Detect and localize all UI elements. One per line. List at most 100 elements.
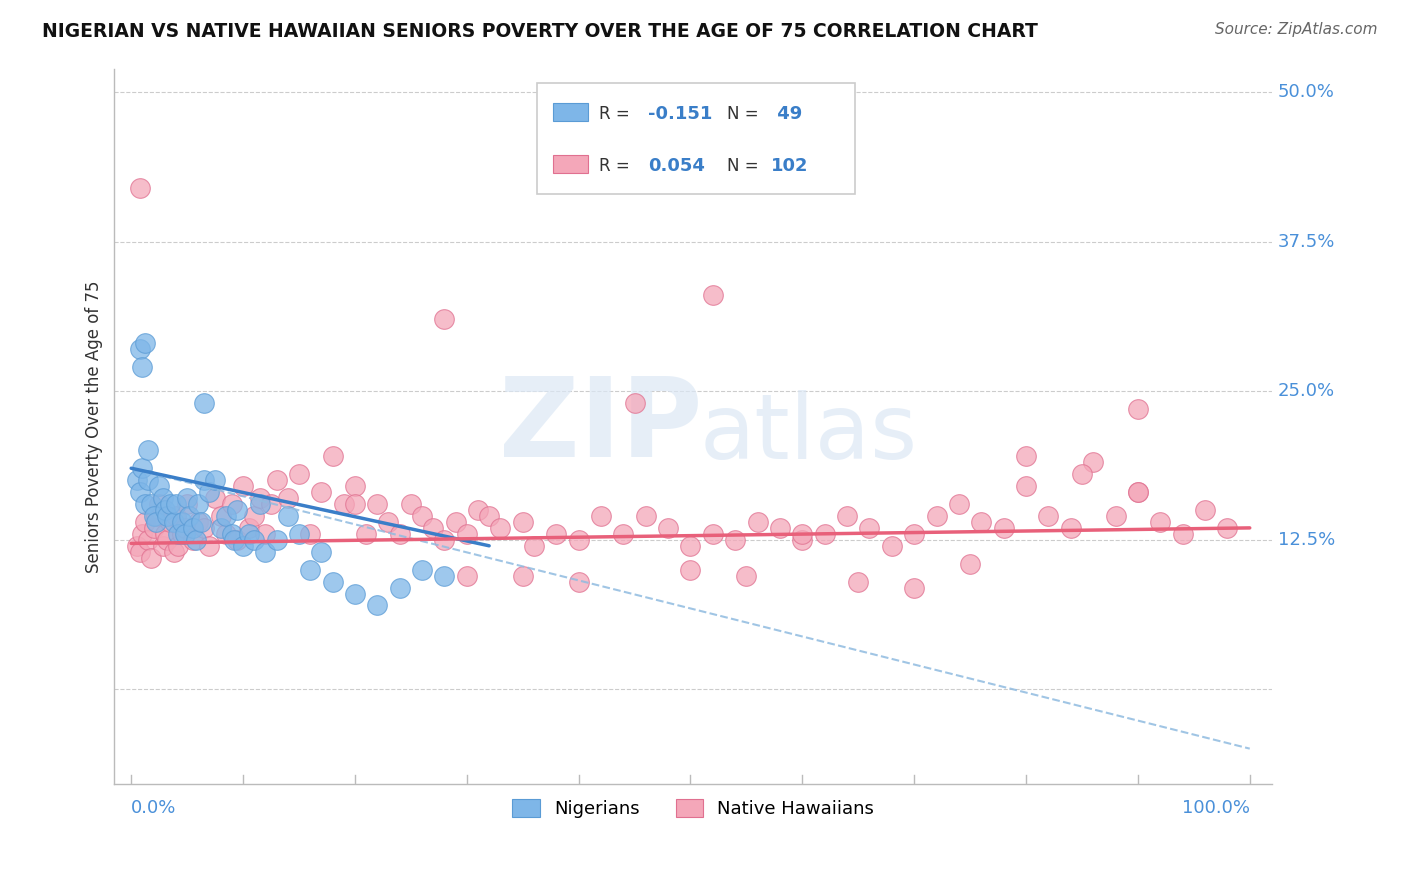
- Point: [422, 521, 444, 535]
- Point: [1071, 467, 1094, 482]
- Point: [125, 473, 148, 487]
- Point: [204, 491, 226, 505]
- Point: [260, 497, 283, 511]
- Text: 0.0%: 0.0%: [131, 798, 177, 817]
- Point: [388, 526, 411, 541]
- Text: NIGERIAN VS NATIVE HAWAIIAN SENIORS POVERTY OVER THE AGE OF 75 CORRELATION CHART: NIGERIAN VS NATIVE HAWAIIAN SENIORS POVE…: [42, 22, 1038, 41]
- FancyBboxPatch shape: [553, 103, 588, 120]
- Point: [970, 515, 993, 529]
- Point: [1015, 479, 1038, 493]
- Point: [399, 497, 422, 511]
- Point: [215, 526, 238, 541]
- Point: [1216, 521, 1239, 535]
- Point: [136, 443, 159, 458]
- Point: [478, 508, 501, 523]
- Point: [1126, 485, 1149, 500]
- Point: [322, 450, 344, 464]
- Point: [159, 515, 181, 529]
- Point: [167, 539, 190, 553]
- Point: [322, 574, 344, 589]
- Point: [226, 533, 249, 547]
- Point: [311, 545, 333, 559]
- Point: [156, 533, 179, 547]
- Point: [187, 515, 209, 529]
- Point: [512, 568, 534, 582]
- Point: [1126, 401, 1149, 416]
- Point: [190, 515, 212, 529]
- Point: [136, 473, 159, 487]
- Point: [299, 563, 322, 577]
- Point: [129, 342, 152, 356]
- Point: [176, 497, 198, 511]
- Point: [131, 359, 153, 374]
- Point: [1194, 503, 1216, 517]
- Point: [221, 497, 243, 511]
- Point: [170, 515, 193, 529]
- Point: [148, 479, 170, 493]
- Point: [489, 521, 512, 535]
- Point: [679, 539, 702, 553]
- Point: [792, 533, 814, 547]
- Point: [176, 491, 198, 505]
- Point: [193, 473, 215, 487]
- Point: [193, 521, 215, 535]
- Point: [377, 515, 399, 529]
- Text: 100.0%: 100.0%: [1182, 798, 1250, 817]
- Point: [238, 521, 260, 535]
- Point: [568, 533, 591, 547]
- Point: [204, 473, 226, 487]
- Point: [702, 288, 724, 302]
- Point: [846, 574, 869, 589]
- Point: [288, 467, 311, 482]
- Point: [735, 568, 758, 582]
- Point: [948, 497, 970, 511]
- Point: [142, 508, 165, 523]
- Point: [165, 508, 187, 523]
- Point: [523, 539, 546, 553]
- Point: [411, 563, 433, 577]
- Point: [1171, 526, 1194, 541]
- Point: [134, 335, 156, 350]
- Point: [141, 497, 163, 511]
- Point: [215, 508, 238, 523]
- Text: 50.0%: 50.0%: [1278, 83, 1334, 102]
- Point: [159, 497, 181, 511]
- Point: [163, 515, 186, 529]
- Point: [221, 526, 243, 541]
- Point: [1126, 485, 1149, 500]
- Point: [129, 545, 152, 559]
- Point: [179, 508, 201, 523]
- Point: [209, 521, 232, 535]
- Point: [277, 508, 299, 523]
- Text: atlas: atlas: [700, 390, 918, 477]
- Point: [835, 508, 858, 523]
- Text: 25.0%: 25.0%: [1278, 382, 1334, 400]
- Point: [232, 479, 254, 493]
- Point: [198, 485, 221, 500]
- Point: [152, 539, 174, 553]
- Point: [589, 508, 612, 523]
- Point: [165, 497, 187, 511]
- Text: 49: 49: [770, 105, 801, 123]
- Point: [145, 508, 167, 523]
- Point: [125, 539, 148, 553]
- Point: [858, 521, 880, 535]
- Point: [167, 526, 190, 541]
- Point: [1149, 515, 1171, 529]
- Point: [433, 312, 456, 326]
- Point: [568, 574, 591, 589]
- Point: [145, 515, 167, 529]
- Text: N =: N =: [727, 105, 763, 123]
- Point: [249, 491, 271, 505]
- Point: [142, 521, 165, 535]
- Point: [1038, 508, 1060, 523]
- Point: [187, 497, 209, 511]
- Point: [925, 508, 948, 523]
- FancyBboxPatch shape: [537, 83, 855, 194]
- Point: [131, 526, 153, 541]
- Point: [634, 508, 657, 523]
- Text: R =: R =: [599, 105, 636, 123]
- Text: Source: ZipAtlas.com: Source: ZipAtlas.com: [1215, 22, 1378, 37]
- Point: [232, 539, 254, 553]
- Point: [769, 521, 792, 535]
